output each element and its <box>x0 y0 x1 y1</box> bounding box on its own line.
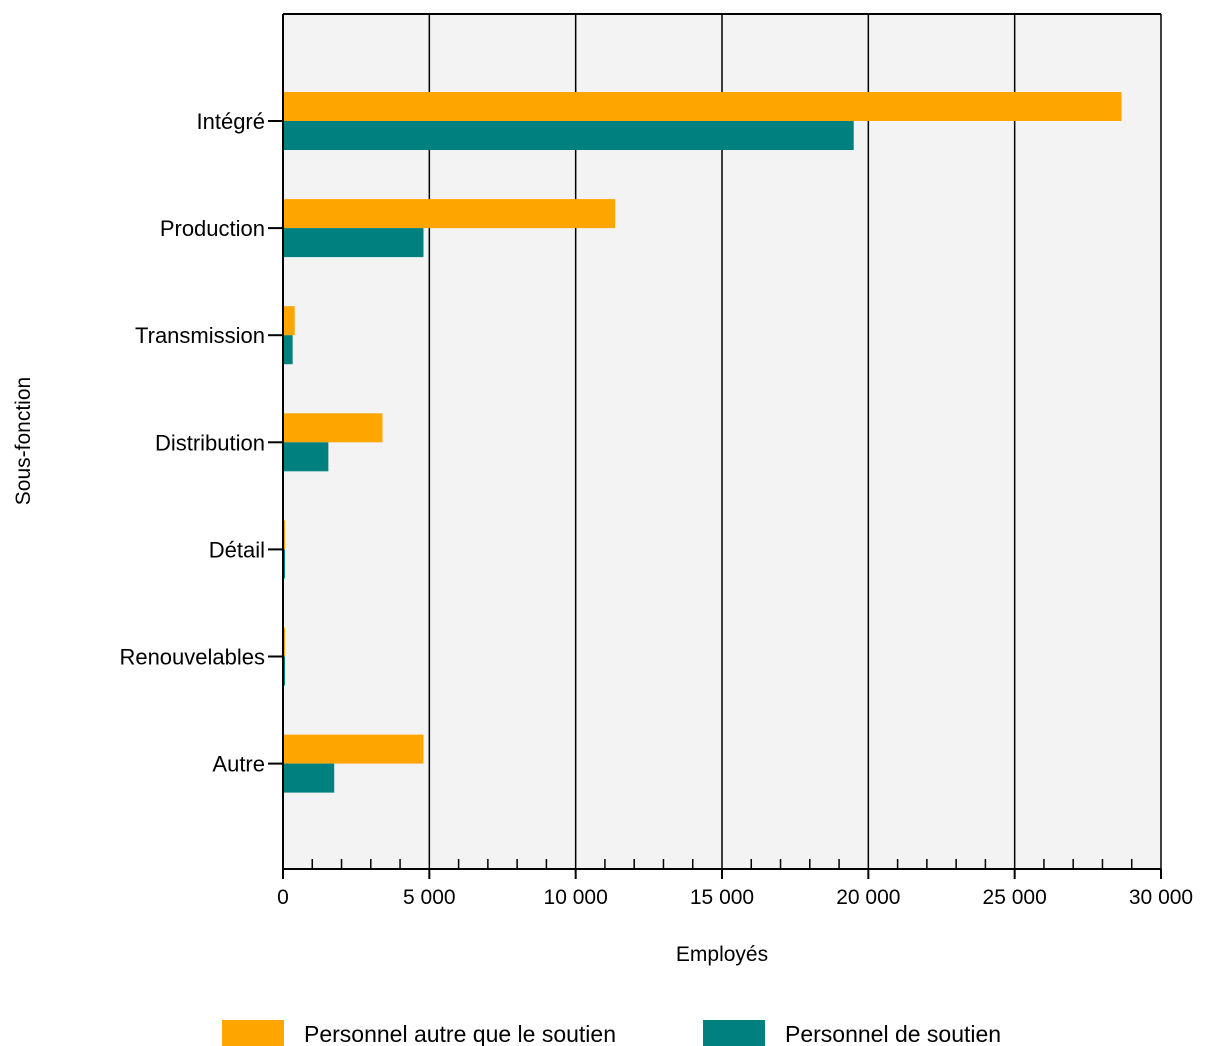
x-tick-label: 10 000 <box>544 886 608 909</box>
category-label: Production <box>160 216 265 241</box>
bar-non-support-2 <box>283 306 295 336</box>
x-axis-title: Employés <box>676 943 768 966</box>
bar-support-3 <box>283 442 329 472</box>
x-tick-label: 30 000 <box>1129 886 1193 909</box>
legend-swatch <box>222 1020 284 1046</box>
y-axis-categories: Intégré Production Transmission Distributio… <box>119 109 283 777</box>
bar-non-support-3 <box>283 413 383 443</box>
bar-support-1 <box>283 228 424 258</box>
bar-support-0 <box>283 121 854 150</box>
x-axis-ticks: 0 5 000 10 000 15 000 20 000 25 000 30 000 <box>277 859 1193 909</box>
category-label: Renouvelables <box>119 645 265 670</box>
category-label: Détail <box>209 537 265 562</box>
x-tick-label: 25 000 <box>983 886 1047 909</box>
legend-label: Personnel de soutien <box>785 1021 1001 1046</box>
x-tick-label: 0 <box>277 886 289 909</box>
category-label: Distribution <box>155 430 265 455</box>
gridlines <box>428 14 1162 869</box>
bar-support-6 <box>283 763 335 793</box>
legend-label: Personnel autre que le soutien <box>304 1021 616 1046</box>
legend: Personnel autre que le soutien Personnel … <box>222 1020 1001 1046</box>
x-tick-label: 15 000 <box>690 886 754 909</box>
bars <box>283 92 1122 793</box>
bar-non-support-1 <box>283 199 616 229</box>
y-axis-title: Sous-fonction <box>12 377 35 505</box>
category-label: Transmission <box>135 323 265 348</box>
category-label: Autre <box>212 752 265 777</box>
x-tick-label: 20 000 <box>836 886 900 909</box>
bar-non-support-0 <box>283 92 1122 121</box>
x-tick-label: 5 000 <box>403 886 456 909</box>
legend-swatch <box>703 1020 765 1046</box>
category-label: Intégré <box>197 109 266 134</box>
bar-support-2 <box>283 335 293 365</box>
bar-non-support-6 <box>283 734 424 764</box>
